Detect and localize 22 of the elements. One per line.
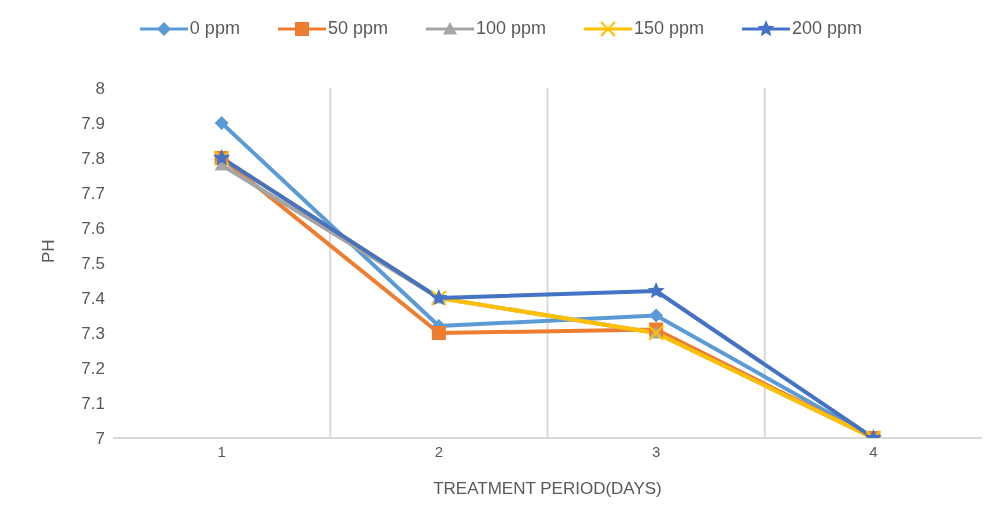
legend-label: 150 ppm bbox=[634, 18, 705, 39]
y-tick-label: 7 bbox=[95, 429, 105, 449]
x-axis-title: TREATMENT PERIOD(DAYS) bbox=[433, 479, 662, 498]
y-tick-label: 7.9 bbox=[81, 114, 105, 134]
y-tick-label: 7.4 bbox=[81, 289, 105, 309]
y-tick-label: 8 bbox=[95, 79, 105, 99]
legend-label: 0 ppm bbox=[189, 18, 240, 39]
y-tick-label: 7.2 bbox=[81, 359, 105, 379]
y-tick-label: 7.1 bbox=[81, 394, 105, 414]
y-tick-label: 7.7 bbox=[81, 184, 105, 204]
legend-label: 200 ppm bbox=[792, 18, 863, 39]
y-tick-label: 7.5 bbox=[81, 254, 105, 274]
x-tick-label: 2 bbox=[434, 442, 444, 460]
x-tick-label: 4 bbox=[869, 442, 878, 460]
x-tick-label: 1 bbox=[217, 442, 226, 460]
y-tick-label: 7.6 bbox=[81, 219, 105, 239]
y-axis-title: PH bbox=[39, 239, 59, 263]
y-tick-label: 7.8 bbox=[81, 149, 105, 169]
y-tick-label: 7.3 bbox=[81, 324, 105, 344]
legend-label: 100 ppm bbox=[475, 18, 546, 39]
x-tick-label: 3 bbox=[651, 442, 661, 460]
legend-label: 50 ppm bbox=[327, 18, 388, 39]
